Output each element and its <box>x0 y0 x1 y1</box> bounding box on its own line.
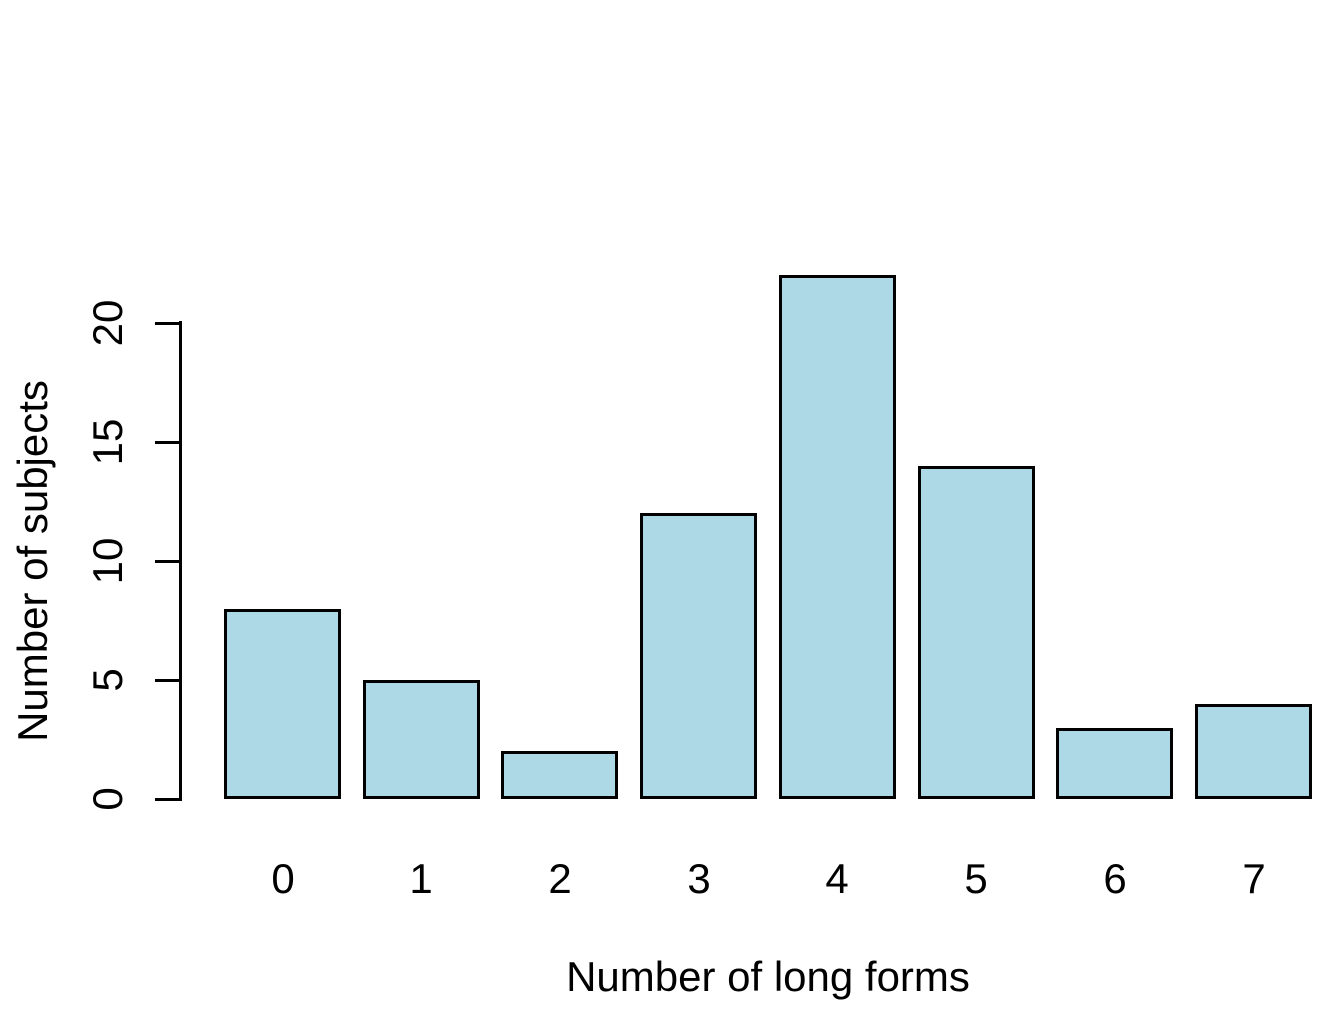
x-tick-label: 0 <box>271 855 295 902</box>
bar <box>640 513 757 799</box>
bar <box>501 751 618 799</box>
x-tick-label: 7 <box>1242 855 1266 902</box>
bar <box>1195 704 1312 799</box>
x-tick-label: 1 <box>409 855 433 902</box>
y-tick-label: 20 <box>84 299 131 347</box>
x-tick-label: 6 <box>1103 855 1127 902</box>
bar <box>1056 728 1173 799</box>
y-tick-mark <box>155 678 182 682</box>
y-axis-title: Number of subjects <box>9 380 56 742</box>
bar <box>363 680 480 799</box>
x-tick-label: 2 <box>548 855 572 902</box>
bar <box>224 609 341 799</box>
x-tick-label: 3 <box>687 855 711 902</box>
x-tick-label: 4 <box>825 855 849 902</box>
y-tick-mark <box>155 440 182 444</box>
y-tick-mark <box>155 797 182 801</box>
bar <box>918 466 1035 799</box>
bar <box>779 275 896 799</box>
y-tick-mark <box>155 321 182 325</box>
x-axis-title: Number of long forms <box>566 953 970 1000</box>
y-tick-label: 0 <box>84 787 131 811</box>
y-tick-label: 15 <box>84 418 131 466</box>
y-tick-label: 5 <box>84 668 131 692</box>
y-tick-label: 10 <box>84 537 131 585</box>
x-tick-label: 5 <box>964 855 988 902</box>
y-tick-mark <box>155 559 182 563</box>
